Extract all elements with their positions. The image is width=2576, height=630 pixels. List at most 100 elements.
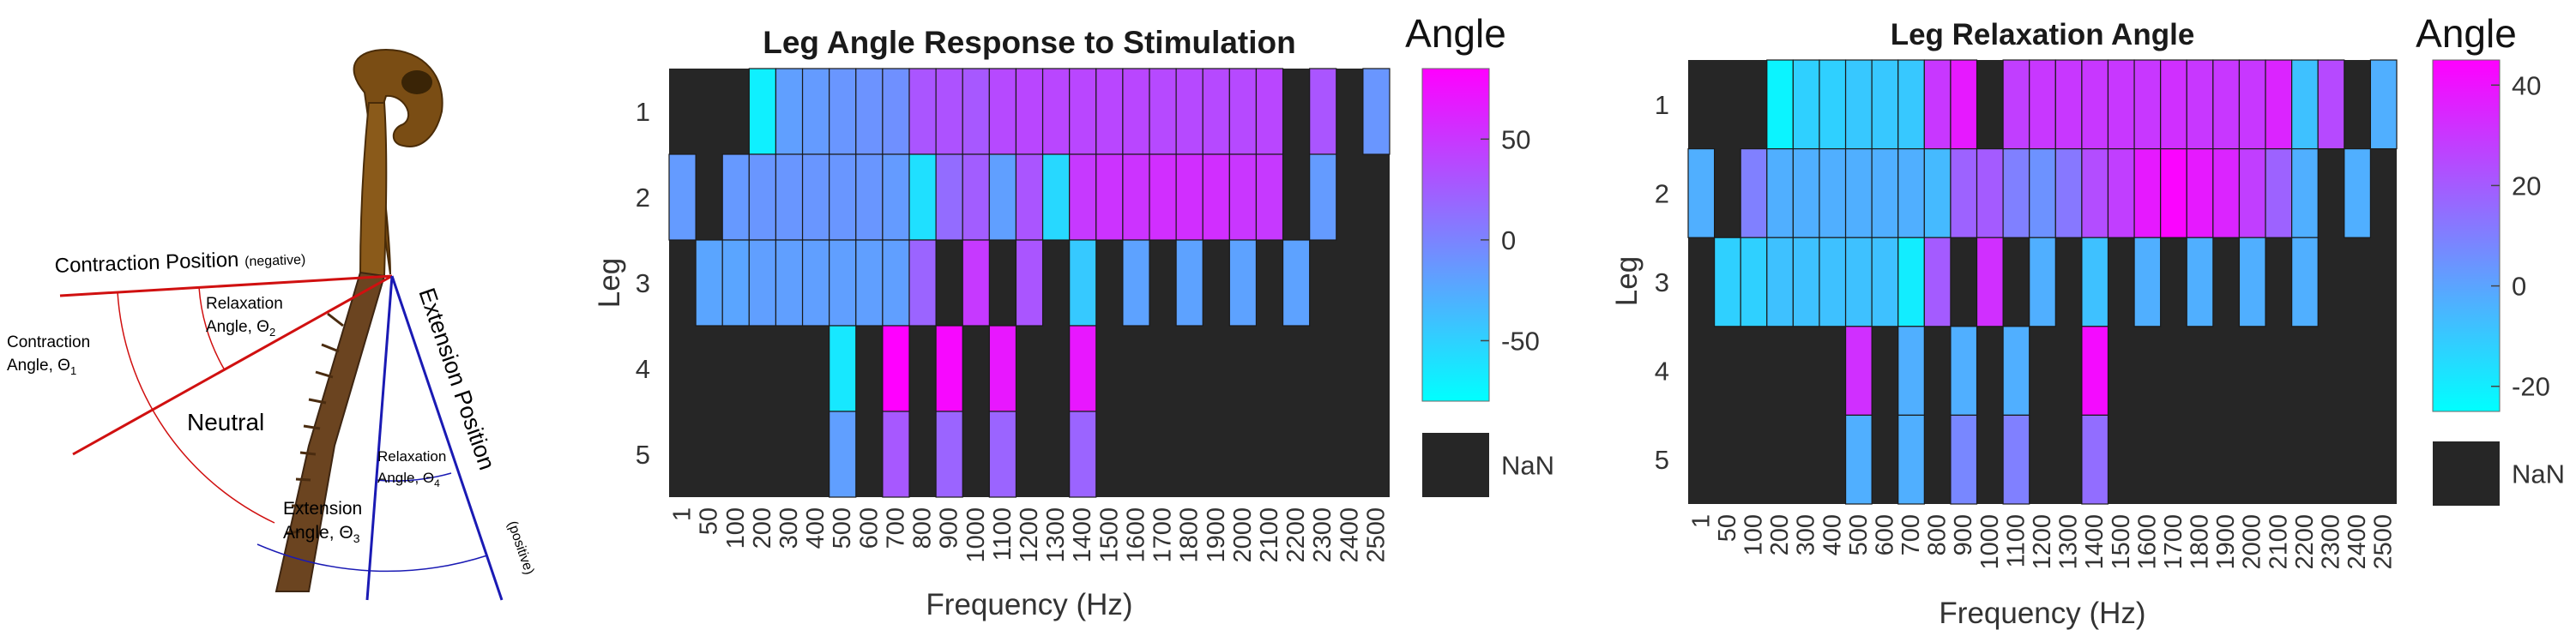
- heatmap-cell: [855, 153, 884, 241]
- y-tick-labels: 1 2 3 4 5: [636, 97, 650, 470]
- x-tick-label: 200: [1766, 514, 1794, 555]
- x-tick-label: 1700: [2160, 514, 2187, 570]
- x-tick-label: 1: [1687, 514, 1715, 528]
- heatmap-cell: [829, 153, 857, 241]
- x-tick-label: 2400: [2344, 514, 2371, 570]
- heatmap-cell: [855, 239, 884, 327]
- heatmap-cell: [2344, 148, 2372, 238]
- heatmap-cell: [2317, 59, 2345, 150]
- heatmap-cell: [1897, 414, 1925, 505]
- heatmap-cell: [962, 239, 990, 327]
- heatmap-cell: [2291, 237, 2319, 327]
- x-tick-label: 1400: [2081, 514, 2108, 570]
- extension-arc: [256, 543, 488, 573]
- heatmap-cell: [1950, 148, 1978, 238]
- y-axis-label: Leg: [1610, 256, 1644, 306]
- heatmap-cell: [1069, 411, 1097, 498]
- heatmap-cell: [1740, 237, 1768, 327]
- x-tick-label: 50: [1714, 514, 1741, 542]
- x-tick-label: 1: [669, 507, 697, 521]
- x-tick-label: 2000: [2239, 514, 2266, 570]
- y-tick-label: 2: [1655, 178, 1669, 208]
- x-tick-label: 2500: [2370, 514, 2398, 570]
- heatmap-cell: [1844, 237, 1873, 327]
- heatmap-cell: [801, 239, 830, 327]
- heatmap-cell: [935, 68, 963, 155]
- heatmap-cell: [1923, 148, 1952, 238]
- heatmap-cell: [1309, 68, 1337, 155]
- extension-line-2: [390, 275, 504, 601]
- x-tick-labels: 1501002003004005006007008009001000110012…: [1687, 514, 2397, 570]
- contraction-label: Contraction: [7, 333, 90, 351]
- heatmap-cell: [2081, 326, 2109, 416]
- x-tick-label: 400: [802, 507, 830, 549]
- heatmap-cells: [668, 68, 1391, 498]
- heatmap-cell: [1871, 148, 1899, 238]
- heatmap-cell: [2186, 59, 2214, 150]
- x-tick-label: 700: [1897, 514, 1925, 555]
- heatmap-cell: [1175, 68, 1204, 155]
- heatmap-cell: [1819, 59, 1847, 150]
- heatmap-cell: [668, 153, 697, 241]
- heatmap-cell: [2029, 148, 2056, 238]
- heatmap-cell: [1202, 153, 1230, 241]
- heatmap-cell: [2212, 148, 2241, 238]
- x-tick-label: 500: [829, 507, 856, 549]
- heatmap-cell: [2002, 326, 2030, 416]
- contraction-arc: [117, 291, 275, 524]
- x-tick-label: 1700: [1149, 507, 1177, 563]
- heatmap-cell: [2002, 414, 2030, 505]
- relaxation-theta2-label: Angle, Θ2: [206, 318, 275, 339]
- heatmap-cell: [2029, 59, 2056, 150]
- heatmap-cell: [1897, 148, 1925, 238]
- x-tick-label: 1000: [962, 507, 990, 563]
- heatmap-cell: [882, 68, 910, 155]
- heatmap-cell: [1309, 153, 1337, 241]
- x-tick-label: 1500: [1095, 507, 1123, 563]
- heatmap-cell: [855, 68, 884, 155]
- heatmap-cell: [748, 68, 777, 155]
- heatmap-cell: [1149, 68, 1177, 155]
- heatmap-cell: [1069, 325, 1097, 412]
- heatmap-cell: [2160, 59, 2187, 150]
- heatmap-cell: [935, 325, 963, 412]
- heatmap-cell: [1897, 59, 1925, 150]
- heatmap-cell: [1122, 153, 1150, 241]
- heatmap-cell: [801, 153, 830, 241]
- heatmap-cell: [1792, 237, 1820, 327]
- heatmap-cell: [935, 153, 963, 241]
- heatmap-cell: [1740, 148, 1768, 238]
- relaxation-arc-4: [375, 472, 452, 482]
- x-tick-label: 500: [1845, 514, 1873, 555]
- heatmap-cell: [2238, 148, 2266, 238]
- heatmap-cell: [1950, 59, 1978, 150]
- x-tick-label: 1800: [1176, 507, 1204, 563]
- heatmap-cell: [1041, 68, 1071, 155]
- x-tick-label: 1200: [1016, 507, 1043, 563]
- x-tick-label: 300: [1793, 514, 1820, 555]
- y-tick-label: 3: [1655, 267, 1669, 297]
- heatmap-cell: [1069, 239, 1097, 327]
- heatmap-cell: [2265, 148, 2293, 238]
- nan-swatch: [1422, 433, 1489, 497]
- y-tick-label: 5: [636, 440, 650, 470]
- y-tick-labels: 1 2 3 4 5: [1655, 90, 1669, 475]
- x-tick-label: 200: [749, 507, 776, 549]
- x-tick-label: 2200: [1282, 507, 1310, 563]
- y-tick-label: 2: [636, 183, 650, 213]
- heatmap-cell: [1228, 68, 1258, 155]
- colorbar: Angle 50 0 -50 NaN: [1405, 11, 1554, 497]
- heatmap-cell: [829, 411, 857, 498]
- heatmap-cell: [935, 411, 963, 498]
- x-tick-label: 1000: [1976, 514, 2004, 570]
- heatmap-cell: [882, 153, 910, 241]
- heatmap-cell: [1950, 326, 1978, 416]
- y-axis-label: Leg: [593, 258, 626, 308]
- heatmap-cell: [1282, 239, 1311, 327]
- x-tick-label: 600: [1871, 514, 1898, 555]
- heatmap-cell: [695, 239, 723, 327]
- heatmap-cell: [1713, 237, 1741, 327]
- heatmap-cell: [2186, 148, 2214, 238]
- heatmap-cell: [2160, 148, 2187, 238]
